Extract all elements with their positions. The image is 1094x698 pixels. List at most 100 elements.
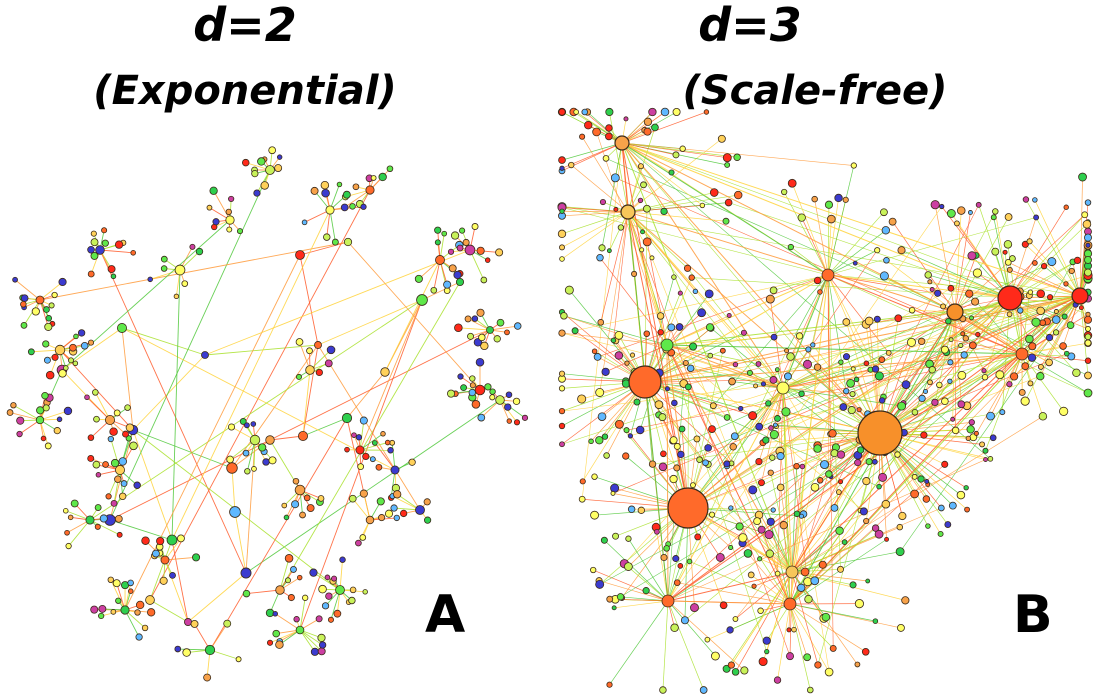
network-edge <box>1025 244 1081 297</box>
network-node <box>321 602 330 610</box>
network-node <box>931 398 939 407</box>
network-node <box>568 161 575 169</box>
network-node <box>251 170 259 178</box>
network-node <box>265 435 275 445</box>
network-node <box>966 425 975 434</box>
network-node <box>558 370 566 377</box>
network-node <box>897 246 906 255</box>
network-node <box>625 535 632 542</box>
network-node <box>204 644 216 656</box>
network-node <box>1081 211 1089 219</box>
network-node <box>649 255 655 261</box>
network-edge <box>359 420 365 451</box>
network-node <box>42 404 50 412</box>
network-edge <box>777 603 791 681</box>
network-edge <box>621 142 703 206</box>
network-node <box>624 562 633 571</box>
network-edge <box>886 259 956 313</box>
network-node <box>559 441 565 448</box>
network-node <box>735 522 744 531</box>
network-node <box>938 504 945 512</box>
network-edge <box>630 387 784 437</box>
network-node <box>936 381 943 389</box>
network-node <box>682 359 689 366</box>
network-node <box>166 534 178 546</box>
network-edge <box>627 211 688 269</box>
network-node <box>738 533 748 543</box>
network-node <box>620 204 636 220</box>
network-node <box>960 351 968 359</box>
network-node <box>813 276 822 285</box>
network-edge <box>879 353 1023 434</box>
network-node <box>1027 289 1034 295</box>
network-node <box>654 528 660 535</box>
network-edge <box>209 417 348 651</box>
network-node <box>53 427 61 435</box>
network-node <box>814 661 822 669</box>
network-node <box>464 244 476 256</box>
network-edge <box>309 349 332 371</box>
network-node <box>476 246 485 255</box>
network-node <box>223 619 232 628</box>
network-edge <box>976 353 1023 434</box>
network-edge <box>626 353 1023 431</box>
network-node <box>306 504 315 513</box>
network-node <box>769 430 779 440</box>
network-node <box>229 506 241 518</box>
network-node <box>107 265 116 274</box>
network-edge <box>99 249 134 254</box>
network-edge <box>582 381 646 482</box>
network-node <box>709 188 719 197</box>
network-node <box>658 413 667 422</box>
network-node <box>719 347 726 354</box>
network-node <box>810 576 820 586</box>
network-edge <box>747 553 791 605</box>
network-edge <box>789 527 876 605</box>
network-edge <box>766 603 791 641</box>
network-node <box>124 404 131 411</box>
network-node <box>336 181 343 188</box>
network-node <box>839 403 848 411</box>
network-node <box>294 484 306 496</box>
network-edge <box>39 410 69 421</box>
network-node <box>598 244 606 252</box>
network-node <box>732 616 739 622</box>
network-node <box>331 238 339 246</box>
network-node <box>953 220 960 227</box>
network-node <box>793 462 800 470</box>
network-node <box>901 380 911 389</box>
network-node <box>227 423 236 431</box>
network-edge <box>245 439 256 574</box>
network-edge <box>627 127 656 213</box>
network-edge <box>279 558 290 591</box>
network-edge <box>1009 214 1085 299</box>
network-node <box>348 596 356 605</box>
network-node <box>268 456 277 465</box>
network-node <box>1022 196 1030 203</box>
network-node <box>843 388 850 395</box>
network-node <box>766 517 775 526</box>
network-node <box>355 539 362 547</box>
network-node <box>606 248 612 254</box>
network-node <box>343 237 353 247</box>
network-node <box>276 154 283 160</box>
network-node <box>669 436 678 445</box>
network-edge <box>1021 345 1064 355</box>
network-node <box>724 198 733 207</box>
network-node <box>715 553 725 562</box>
panel-a-label: A <box>425 585 466 645</box>
network-node <box>941 460 949 468</box>
network-node <box>1036 306 1045 316</box>
network-edge <box>644 381 880 487</box>
network-node <box>683 264 692 272</box>
network-node <box>147 276 153 283</box>
network-node <box>141 624 149 632</box>
network-node <box>558 156 566 164</box>
network-node <box>874 371 884 381</box>
network-node <box>384 509 394 518</box>
network-node <box>593 353 602 361</box>
network-edge <box>789 603 811 691</box>
network-node <box>125 423 135 432</box>
network-node <box>375 463 383 471</box>
network-node <box>643 117 653 126</box>
